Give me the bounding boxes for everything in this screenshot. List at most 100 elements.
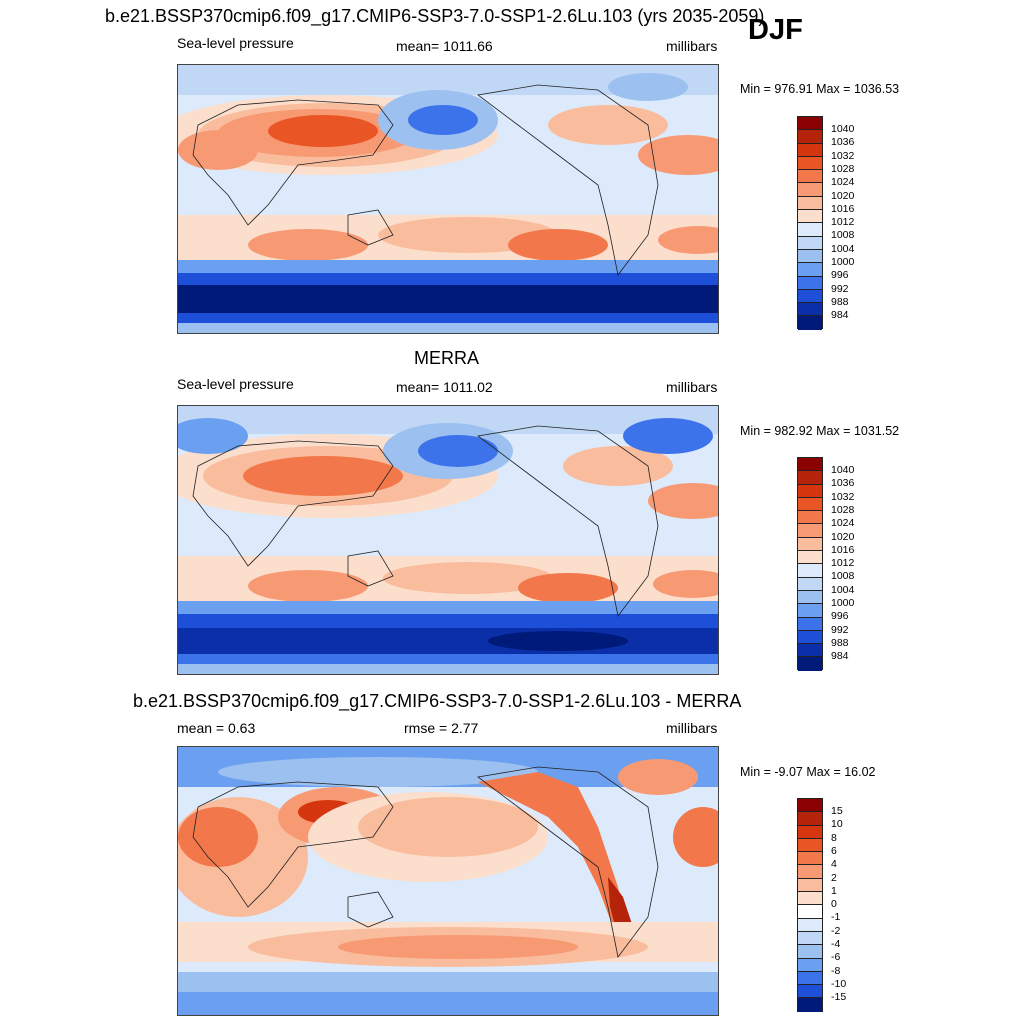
colorbar-swatch: [798, 249, 822, 264]
colorbar-label: 1028: [831, 503, 855, 516]
colorbar-swatch: [798, 143, 822, 157]
colorbar-label: 1012: [831, 557, 855, 570]
panel3-units-label: millibars: [666, 720, 718, 736]
colorbar-label: 988: [831, 636, 849, 649]
colorbar-swatch: [798, 289, 822, 304]
colorbar-label: 1036: [831, 477, 855, 490]
colorbar-swatch: [798, 223, 822, 237]
colorbar-label: -4: [831, 938, 841, 950]
panel2-units-label: millibars: [666, 379, 718, 395]
colorbar-label: 0: [831, 898, 837, 911]
panel2-mean-label: mean= 1011.02: [396, 379, 493, 395]
colorbar-label: 1008: [831, 570, 855, 583]
panel1-units-label: millibars: [666, 38, 718, 54]
panel2-minmax: Min = 982.92 Max = 1031.52: [740, 424, 900, 438]
colorbar-swatch: [798, 590, 822, 605]
colorbar-label: 1000: [831, 256, 855, 268]
colorbar-swatch: [798, 511, 822, 525]
panel1-mean-label: mean= 1011.66: [396, 38, 493, 54]
colorbar-label: 1000: [831, 597, 855, 609]
colorbar-swatch: [798, 263, 822, 277]
colorbar-swatch: [798, 998, 822, 1012]
panel2-colorbar: [797, 457, 823, 671]
colorbar-swatch: [798, 236, 822, 250]
colorbar-label: 1: [831, 884, 837, 897]
colorbar-swatch: [798, 196, 822, 211]
colorbar-label: -10: [831, 977, 847, 990]
colorbar-label: 1040: [831, 464, 855, 476]
colorbar-label: 1008: [831, 229, 855, 242]
colorbar-label: -8: [831, 964, 841, 977]
colorbar-label: 996: [831, 269, 849, 282]
colorbar-swatch: [798, 497, 822, 512]
colorbar-label: 1036: [831, 136, 855, 149]
colorbar-swatch: [798, 918, 822, 932]
colorbar-label: 1012: [831, 216, 855, 229]
colorbar-swatch: [798, 183, 822, 197]
panel3-mean-label: mean = 0.63: [177, 720, 256, 736]
colorbar-swatch: [798, 958, 822, 972]
panel3-map: [177, 746, 719, 1016]
panel3-minmax: Min = -9.07 Max = 16.02: [740, 765, 876, 779]
panel3-rmse-label: rmse = 2.77: [404, 720, 479, 736]
colorbar-label: 1024: [831, 176, 855, 189]
panel1-colorbar: [797, 116, 823, 330]
panel3-contour-field: [178, 747, 718, 1015]
colorbar-swatch: [798, 799, 822, 813]
colorbar-label: 1004: [831, 583, 855, 596]
panel1-map: [177, 64, 719, 334]
panel3-title: b.e21.BSSP370cmip6.f09_g17.CMIP6-SSP3-7.…: [133, 691, 742, 711]
colorbar-swatch: [798, 838, 822, 853]
colorbar-swatch: [798, 604, 822, 618]
colorbar-label: 10: [831, 818, 843, 831]
colorbar-swatch: [798, 130, 822, 144]
season-label: DJF: [748, 14, 803, 46]
colorbar-swatch: [798, 303, 822, 317]
colorbar-swatch: [798, 657, 822, 671]
colorbar-swatch: [798, 458, 822, 472]
colorbar-label: 1020: [831, 189, 855, 202]
colorbar-label: 1032: [831, 490, 855, 503]
colorbar-swatch: [798, 537, 822, 552]
colorbar-swatch: [798, 931, 822, 946]
colorbar-swatch: [798, 812, 822, 826]
colorbar-label: 1016: [831, 202, 855, 215]
colorbar-label: 992: [831, 623, 849, 636]
colorbar-swatch: [798, 630, 822, 645]
panel2-left-label: Sea-level pressure: [177, 376, 294, 392]
colorbar-swatch: [798, 484, 822, 498]
colorbar-label: 15: [831, 805, 843, 817]
colorbar-swatch: [798, 564, 822, 578]
colorbar-label: -15: [831, 991, 847, 1004]
colorbar-swatch: [798, 971, 822, 986]
colorbar-label: 2: [831, 871, 837, 884]
colorbar-label: 984: [831, 309, 849, 322]
colorbar-swatch: [798, 852, 822, 866]
colorbar-swatch: [798, 865, 822, 879]
colorbar-swatch: [798, 471, 822, 485]
colorbar-label: 1032: [831, 149, 855, 162]
panel1-contour-field: [178, 65, 718, 333]
colorbar-label: -2: [831, 924, 841, 937]
colorbar-swatch: [798, 617, 822, 631]
colorbar-swatch: [798, 825, 822, 839]
colorbar-swatch: [798, 156, 822, 171]
colorbar-swatch: [798, 892, 822, 906]
colorbar-label: 4: [831, 858, 837, 871]
colorbar-label: 1024: [831, 517, 855, 530]
panel2-title: MERRA: [414, 348, 480, 368]
colorbar-label: 1016: [831, 543, 855, 556]
colorbar-swatch: [798, 878, 822, 893]
colorbar-label: 984: [831, 650, 849, 663]
panel1-title: b.e21.BSSP370cmip6.f09_g17.CMIP6-SSP3-7.…: [105, 6, 765, 26]
colorbar-swatch: [798, 316, 822, 330]
panel1-left-label: Sea-level pressure: [177, 35, 294, 51]
colorbar-label: 1028: [831, 162, 855, 175]
panel2-contour-field: [178, 406, 718, 674]
colorbar-swatch: [798, 551, 822, 565]
colorbar-label: -6: [831, 951, 841, 964]
colorbar-swatch: [798, 577, 822, 591]
colorbar-swatch: [798, 644, 822, 658]
colorbar-label: -1: [831, 911, 841, 924]
colorbar-label: 992: [831, 282, 849, 295]
